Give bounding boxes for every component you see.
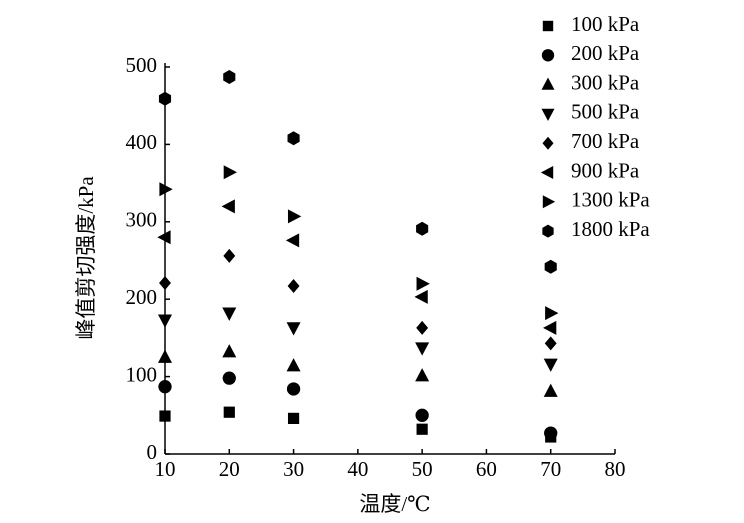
data-point bbox=[416, 221, 429, 236]
data-point bbox=[286, 382, 301, 396]
legend-label: 1800 kPa bbox=[571, 217, 650, 241]
data-point bbox=[158, 349, 172, 363]
data-point bbox=[222, 307, 237, 321]
y-axis-label: 峰值剪切强度/kPa bbox=[74, 176, 98, 340]
x-tick-label: 80 bbox=[605, 457, 626, 481]
data-point bbox=[158, 91, 172, 106]
data-point bbox=[158, 314, 172, 328]
data-point bbox=[544, 259, 557, 274]
data-point bbox=[414, 289, 428, 304]
y-tick-label: 500 bbox=[126, 53, 158, 77]
legend-label: 900 kPa bbox=[571, 158, 640, 182]
data-point bbox=[159, 275, 171, 290]
y-tick-label: 100 bbox=[126, 362, 158, 386]
x-axis-label: 温度/℃ bbox=[359, 492, 430, 516]
legend-marker bbox=[541, 77, 555, 90]
legend-marker bbox=[540, 166, 554, 179]
legend-label: 200 kPa bbox=[571, 41, 640, 65]
data-point bbox=[159, 182, 173, 197]
x-tick-label: 40 bbox=[347, 457, 368, 481]
data-point bbox=[285, 233, 300, 248]
x-tick-label: 20 bbox=[219, 457, 240, 481]
data-point bbox=[543, 383, 558, 397]
data-point bbox=[415, 368, 430, 382]
data-point bbox=[545, 306, 559, 321]
y-tick-label: 400 bbox=[126, 130, 158, 154]
data-point bbox=[286, 322, 301, 336]
legend-marker bbox=[542, 20, 554, 32]
data-point bbox=[544, 336, 557, 351]
data-point bbox=[416, 320, 429, 335]
data-point bbox=[222, 344, 237, 358]
legend-marker bbox=[541, 49, 555, 62]
x-tick-label: 10 bbox=[155, 457, 176, 481]
y-tick-label: 300 bbox=[126, 208, 158, 232]
data-point bbox=[158, 380, 172, 394]
legend-marker bbox=[541, 108, 555, 122]
data-point bbox=[222, 371, 236, 385]
legend-label: 500 kPa bbox=[571, 100, 640, 124]
legend-marker bbox=[542, 224, 554, 238]
legend-label: 100 kPa bbox=[571, 12, 640, 36]
data-point bbox=[221, 199, 235, 214]
data-point bbox=[543, 358, 558, 372]
x-tick-label: 70 bbox=[540, 457, 561, 481]
y-tick-label: 0 bbox=[147, 440, 158, 464]
data-point bbox=[223, 248, 236, 263]
legend-label: 300 kPa bbox=[571, 70, 640, 94]
legend-marker bbox=[542, 136, 554, 150]
x-tick-label: 60 bbox=[476, 457, 497, 481]
data-point bbox=[223, 165, 237, 180]
legend-marker bbox=[542, 195, 556, 209]
data-point bbox=[287, 279, 300, 294]
x-tick-label: 50 bbox=[412, 457, 433, 481]
data-point bbox=[287, 209, 302, 224]
data-point bbox=[416, 276, 430, 291]
data-point bbox=[416, 423, 428, 435]
legend-label: 1300 kPa bbox=[571, 188, 650, 212]
data-point bbox=[544, 426, 558, 440]
data-point bbox=[157, 230, 171, 245]
data-point bbox=[415, 408, 429, 422]
data-point bbox=[286, 358, 301, 372]
y-tick-label: 200 bbox=[126, 285, 158, 309]
data-point bbox=[415, 342, 430, 356]
data-point bbox=[159, 410, 171, 422]
data-point bbox=[223, 70, 236, 85]
data-point bbox=[543, 320, 557, 335]
data-point bbox=[287, 412, 300, 424]
x-tick-label: 30 bbox=[283, 457, 304, 481]
data-point bbox=[223, 406, 235, 418]
legend-label: 700 kPa bbox=[571, 129, 640, 153]
data-point bbox=[287, 131, 300, 146]
